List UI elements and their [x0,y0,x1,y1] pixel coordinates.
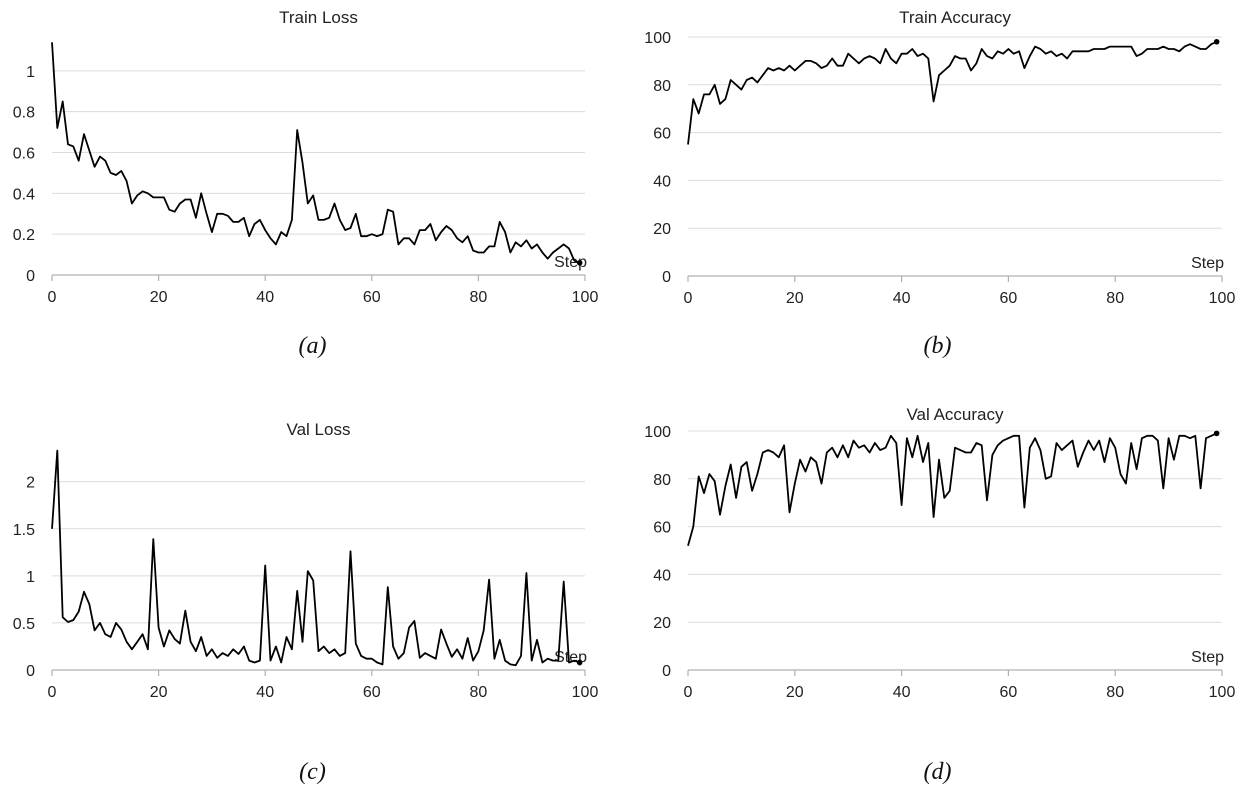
x-tick-label: 100 [1209,684,1236,701]
x-axis-label: Step [1191,649,1224,666]
x-tick-label: 20 [150,684,168,701]
x-tick-label: 60 [363,684,381,701]
y-tick-label: 2 [26,475,35,492]
series-line [51,449,580,667]
y-tick-label: 0 [26,268,35,285]
panel-train-loss: Train Loss 0 0.2 0.4 0.6 0.8 1 0 20 40 60 80 100 Step… [0,0,625,398]
y-tick-label: 100 [644,30,671,47]
panel-val-accuracy: Val Accuracy 0 20 40 60 80 100 0 20 40 60 80 100 Step… [625,398,1250,796]
y-tick-label: 0 [26,663,35,680]
caption-c: (c) [299,759,326,785]
series-line [687,432,1218,546]
x-axis-label: Step [1191,255,1224,272]
y-tick-label: 40 [653,173,671,190]
y-tick-label: 1 [26,569,35,586]
chart-title: Val Accuracy [906,405,1004,424]
x-tick-label: 60 [363,289,381,306]
series-end-marker [1213,38,1220,45]
y-tick-label: 1 [26,64,35,81]
chart-val-accuracy: Val Accuracy 0 20 40 60 80 100 0 20 40 60 80 100 Step [644,405,1236,701]
series-end-marker [576,259,583,266]
y-tick-label: 0.6 [13,146,35,163]
y-tick-label: 1.5 [13,522,35,539]
series-end-marker [1213,430,1220,437]
y-tick-label: 0.4 [13,186,35,203]
y-tick-label: 0.8 [13,105,35,122]
y-tick-label: 60 [653,126,671,143]
y-tick-label: 0 [662,269,671,286]
chart-train-loss: Train Loss 0 0.2 0.4 0.6 0.8 1 0 20 40 60 80 100 Step [13,8,599,306]
y-tick-label: 100 [644,424,671,441]
panel-val-loss: Val Loss 0 0.5 1 1.5 2 0 20 40 60 80 100 Step (c) [0,398,625,796]
x-tick-label: 20 [786,290,804,307]
y-tick-label: 20 [653,221,671,238]
x-tick-label: 0 [684,290,693,307]
x-tick-label: 40 [893,290,911,307]
y-tick-label: 80 [653,472,671,489]
series-line [51,42,581,264]
series-line [687,40,1218,145]
x-tick-label: 60 [1000,290,1018,307]
y-tick-label: 40 [653,567,671,584]
chart-title: Train Loss [279,8,358,27]
caption-a: (a) [298,333,327,359]
y-tick-label: 0 [662,663,671,680]
y-tick-label: 0.2 [13,227,35,244]
x-tick-label: 0 [684,684,693,701]
x-axis-label: Step [554,254,587,271]
x-tick-label: 40 [893,684,911,701]
series-end-marker [576,659,583,666]
y-tick-label: 60 [653,520,671,537]
x-tick-label: 100 [572,289,599,306]
caption-b: (b) [923,333,952,359]
x-tick-label: 80 [470,684,488,701]
x-tick-label: 80 [470,289,488,306]
chart-title: Train Accuracy [899,8,1011,27]
x-tick-label: 0 [48,289,57,306]
x-tick-label: 100 [572,684,599,701]
x-tick-label: 80 [1106,290,1124,307]
y-tick-label: 0.5 [13,616,35,633]
x-tick-label: 20 [786,684,804,701]
x-tick-label: 100 [1209,290,1236,307]
x-tick-label: 20 [150,289,168,306]
x-tick-label: 80 [1106,684,1124,701]
panel-train-accuracy: Train Accuracy 0 20 40 60 80 100 0 20 40 60 80 100 St… [625,0,1250,398]
y-tick-label: 80 [653,78,671,95]
x-tick-label: 60 [1000,684,1018,701]
chart-title: Val Loss [287,420,351,439]
x-tick-label: 40 [256,684,274,701]
x-tick-label: 40 [256,289,274,306]
y-tick-label: 20 [653,615,671,632]
chart-train-accuracy: Train Accuracy 0 20 40 60 80 100 0 20 40 60 80 100 St… [644,8,1236,307]
x-tick-label: 0 [48,684,57,701]
caption-d: (d) [923,759,952,785]
